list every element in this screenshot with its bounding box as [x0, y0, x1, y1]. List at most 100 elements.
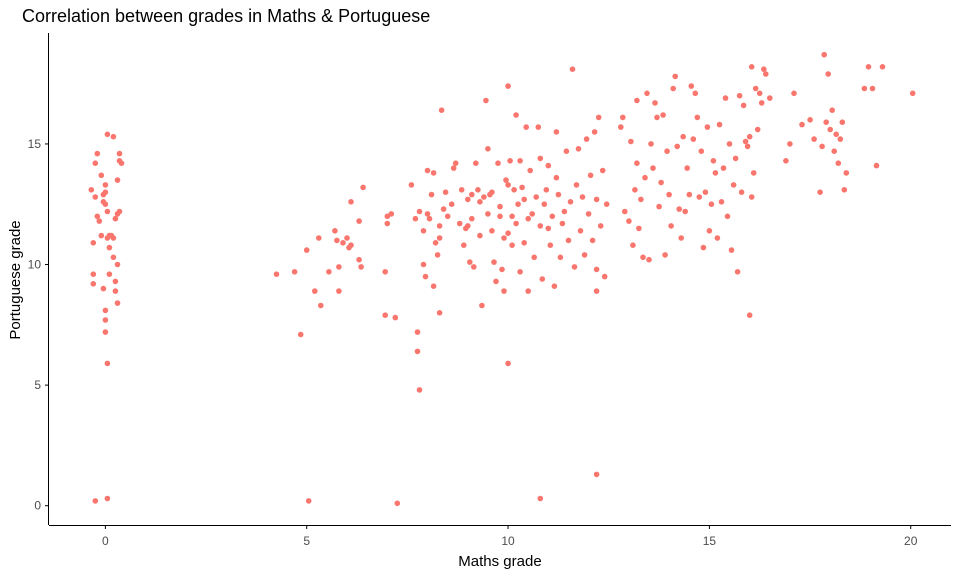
- data-point: [843, 170, 850, 176]
- data-point: [565, 237, 572, 244]
- data-point: [495, 160, 501, 166]
- data-point: [571, 264, 578, 270]
- data-point: [273, 271, 280, 278]
- data-point: [497, 203, 503, 210]
- data-point: [684, 165, 690, 171]
- data-point: [626, 218, 632, 224]
- data-point: [730, 182, 737, 188]
- data-point: [869, 85, 876, 92]
- data-point: [392, 314, 399, 321]
- data-point: [728, 247, 735, 253]
- data-point: [700, 244, 707, 251]
- data-point: [90, 240, 97, 246]
- data-point: [436, 223, 443, 229]
- data-point: [456, 220, 463, 227]
- data-point: [112, 215, 119, 222]
- data-point: [754, 126, 761, 133]
- data-point: [475, 187, 481, 193]
- data-point: [493, 278, 499, 285]
- data-point: [591, 129, 598, 135]
- data-point: [517, 269, 523, 275]
- data-point: [104, 360, 111, 367]
- data-point: [873, 162, 880, 169]
- data-point: [100, 285, 107, 292]
- data-point: [481, 194, 487, 200]
- data-point: [841, 187, 848, 193]
- data-point: [102, 189, 109, 195]
- data-point: [595, 114, 602, 121]
- data-point: [420, 228, 427, 234]
- data-point: [110, 133, 117, 140]
- data-point: [340, 240, 346, 246]
- data-point: [758, 100, 765, 106]
- data-point: [88, 187, 95, 193]
- data-point: [428, 191, 435, 198]
- data-point: [593, 196, 600, 203]
- data-point: [332, 228, 338, 234]
- data-point: [579, 194, 586, 200]
- data-point: [638, 196, 644, 203]
- data-point: [646, 256, 652, 263]
- data-point: [102, 182, 109, 188]
- data-point: [698, 148, 705, 154]
- data-point: [444, 213, 451, 220]
- data-point: [654, 114, 660, 121]
- data-point: [541, 201, 548, 207]
- data-point: [517, 158, 523, 164]
- data-point: [90, 281, 97, 287]
- data-point: [497, 213, 503, 220]
- data-point: [523, 124, 529, 130]
- data-point: [861, 85, 868, 92]
- data-point: [356, 256, 362, 263]
- data-point: [724, 213, 731, 220]
- data-point: [96, 218, 103, 224]
- data-point: [547, 242, 554, 248]
- data-point: [442, 189, 449, 195]
- data-point: [414, 348, 421, 355]
- data-point: [634, 160, 640, 166]
- points-layer: [88, 51, 916, 507]
- data-point: [116, 150, 123, 157]
- data-point: [672, 73, 678, 80]
- data-point: [515, 201, 521, 207]
- data-point: [543, 187, 550, 193]
- data-point: [507, 158, 513, 164]
- data-point: [589, 237, 596, 244]
- data-point: [116, 208, 123, 215]
- data-point: [660, 112, 666, 118]
- data-point: [465, 223, 471, 229]
- data-point: [593, 288, 600, 294]
- data-point: [452, 160, 459, 166]
- data-point: [597, 223, 604, 229]
- data-point: [744, 143, 751, 150]
- data-point: [632, 187, 638, 193]
- data-point: [505, 83, 511, 89]
- data-point: [501, 288, 507, 294]
- data-point: [416, 387, 423, 393]
- data-point: [827, 126, 833, 133]
- data-point: [416, 208, 423, 215]
- data-point: [303, 247, 310, 253]
- data-point: [358, 264, 364, 270]
- data-point: [708, 201, 715, 207]
- data-point: [537, 495, 544, 502]
- data-point: [734, 269, 741, 275]
- data-point: [551, 283, 558, 290]
- axes-layer: 0 5 10 15 20 0 5 10 15: [28, 33, 951, 548]
- data-point: [505, 230, 511, 236]
- data-point: [106, 244, 113, 251]
- data-point: [690, 136, 697, 142]
- data-point: [692, 90, 699, 97]
- data-point: [535, 124, 542, 130]
- data-point: [469, 191, 475, 198]
- data-point: [714, 235, 721, 241]
- data-point: [521, 196, 527, 203]
- data-point: [424, 167, 431, 174]
- data-point: [394, 500, 401, 507]
- data-point: [823, 119, 829, 125]
- data-point: [767, 95, 773, 101]
- data-point: [668, 223, 674, 229]
- data-point: [384, 220, 391, 227]
- data-point: [424, 211, 431, 217]
